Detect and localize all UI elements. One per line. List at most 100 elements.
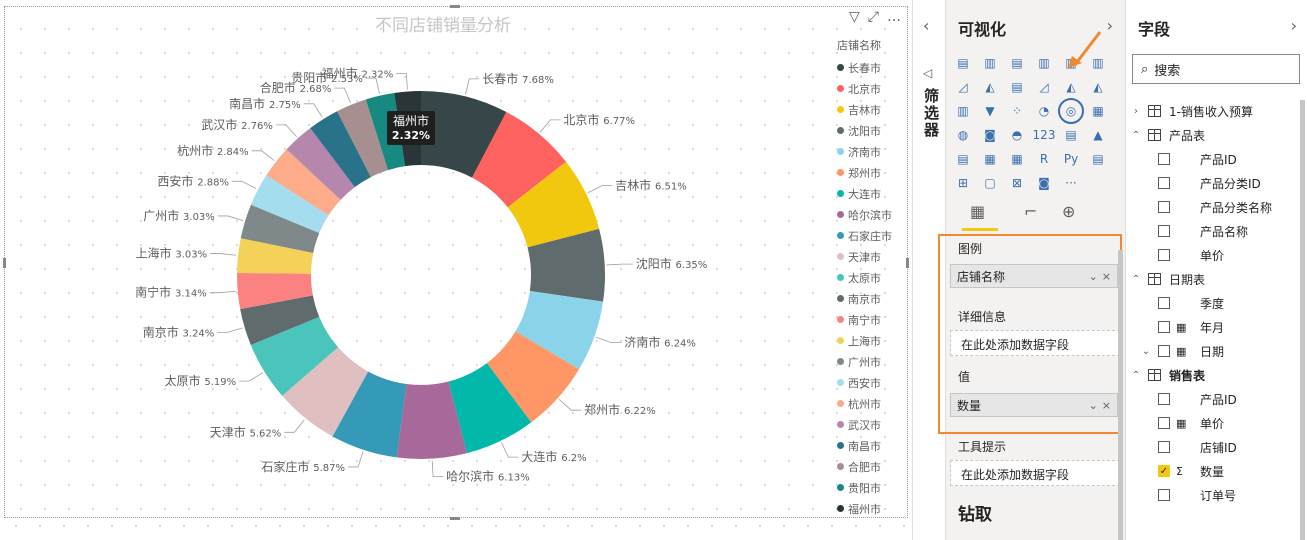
field-checkbox[interactable]	[1158, 153, 1170, 165]
expand-toggle-icon[interactable]: ⌃	[1131, 369, 1141, 381]
visual-type-icon[interactable]: ◭	[1066, 80, 1076, 94]
resize-handle-right[interactable]	[906, 258, 909, 268]
legend-item[interactable]: 贵阳市	[837, 477, 913, 498]
visual-type-icon[interactable]: ▤	[957, 56, 969, 70]
resize-handle-left[interactable]	[3, 258, 6, 268]
field-item[interactable]: ✓ Σ 数量	[1158, 460, 1224, 482]
legend-item[interactable]: 西安市	[837, 372, 913, 393]
remove-field-icon[interactable]: ×	[1101, 269, 1111, 283]
visual-type-icon[interactable]: ◍	[957, 128, 969, 142]
donut-slice-吉林市[interactable]	[507, 161, 600, 248]
legend-item[interactable]: 杭州市	[837, 393, 913, 414]
field-checkbox[interactable]	[1158, 441, 1170, 453]
field-item[interactable]: 单价	[1158, 244, 1224, 266]
donut-slice-南京市[interactable]	[240, 295, 320, 345]
field-table[interactable]: ⌃ 产品表	[1130, 124, 1205, 146]
visual-type-icon[interactable]: ▤	[1011, 56, 1023, 70]
visual-type-icon[interactable]: ▢	[984, 176, 996, 190]
viz-scrollbar[interactable]	[1118, 250, 1123, 540]
field-checkbox[interactable]	[1158, 417, 1170, 429]
legend-item[interactable]: 武汉市	[837, 414, 913, 435]
visual-type-icon[interactable]: R	[1039, 152, 1049, 166]
analytics-tab-icon[interactable]: ⊕	[1062, 202, 1076, 221]
donut-slice-西安市[interactable]	[250, 175, 329, 233]
visual-type-icon[interactable]: ▦	[1092, 104, 1104, 118]
focus-mode-icon[interactable]: ⤢	[867, 9, 879, 25]
report-canvas[interactable]: ▽ ⤢ … 不同店铺销量分析 长春市 7.68% 北京市 6.77% 吉林市 6.5…	[0, 0, 912, 540]
visual-type-icon[interactable]: ▤	[1011, 80, 1023, 94]
legend-item[interactable]: 吉林市	[837, 99, 913, 120]
field-item[interactable]: 产品分类ID	[1158, 172, 1261, 194]
visual-type-icon[interactable]: ⊠	[1011, 176, 1023, 190]
field-item[interactable]: 产品名称	[1158, 220, 1248, 242]
legend-item[interactable]: 上海市	[837, 330, 913, 351]
filter-pane-icon[interactable]: ◁	[923, 66, 933, 80]
donut-slice-沈阳市[interactable]	[527, 228, 605, 302]
donut-slice-大连市[interactable]	[448, 363, 532, 454]
visual-type-icon[interactable]: ◿	[958, 80, 968, 94]
donut-slice-武汉市[interactable]	[286, 128, 355, 200]
more-options-icon[interactable]: …	[887, 9, 901, 25]
donut-slice-上海市[interactable]	[237, 238, 314, 274]
visual-type-icon[interactable]: ⁘	[1011, 104, 1023, 118]
field-item[interactable]: 产品ID	[1158, 148, 1237, 170]
legend-item[interactable]: 太原市	[837, 267, 913, 288]
legend-item[interactable]: 郑州市	[837, 162, 913, 183]
field-checkbox[interactable]	[1158, 177, 1170, 189]
field-checkbox[interactable]	[1158, 249, 1170, 261]
field-item[interactable]: ▦ 单价	[1158, 412, 1224, 434]
legend-item[interactable]: 大连市	[837, 183, 913, 204]
legend-item[interactable]: 北京市	[837, 78, 913, 99]
legend-item[interactable]: 福州市	[837, 498, 913, 519]
format-tab-icon[interactable]: ⌐	[1024, 202, 1038, 221]
visual-type-icon[interactable]: ▥	[957, 104, 969, 118]
values-field-pill[interactable]: 数量 ⌄ ×	[950, 393, 1118, 417]
field-item[interactable]: 产品ID	[1158, 388, 1237, 410]
field-checkbox[interactable]	[1158, 345, 1170, 357]
visual-type-icon[interactable]: ◓	[1011, 128, 1023, 142]
resize-handle-top[interactable]	[450, 5, 460, 8]
legend-item[interactable]: 广州市	[837, 351, 913, 372]
visual-type-icon[interactable]: 123	[1032, 128, 1056, 142]
chevron-down-icon[interactable]: ⌄	[1088, 269, 1098, 283]
field-checkbox[interactable]	[1158, 201, 1170, 213]
legend-item[interactable]: 南京市	[837, 288, 913, 309]
field-table[interactable]: › 1-销售收入预算	[1130, 100, 1253, 122]
donut-slice-石家庄市[interactable]	[332, 371, 407, 458]
field-checkbox[interactable]	[1158, 393, 1170, 405]
legend-item[interactable]: 南宁市	[837, 309, 913, 330]
donut-slice-北京市[interactable]	[472, 112, 567, 208]
filters-label[interactable]: 筛选器	[922, 88, 940, 139]
visual-type-icon[interactable]: ◭	[985, 80, 995, 94]
donut-slice-广州市[interactable]	[240, 204, 320, 253]
fields-tab-icon[interactable]: ▦	[970, 202, 986, 221]
legend-item[interactable]: 济南市	[837, 141, 913, 162]
donut-slice-天津市[interactable]	[282, 347, 369, 437]
visual-type-icon[interactable]: ◙	[1038, 176, 1050, 190]
legend-item[interactable]: 天津市	[837, 246, 913, 267]
visual-type-icon[interactable]: ▥	[984, 56, 996, 70]
field-checkbox[interactable]	[1158, 321, 1170, 333]
field-item[interactable]: 产品分类名称	[1158, 196, 1272, 218]
legend-item[interactable]: 南昌市	[837, 435, 913, 456]
remove-field-icon[interactable]: ×	[1101, 398, 1111, 412]
resize-handle-bottom[interactable]	[450, 517, 460, 520]
fields-search-input[interactable]: ⌕ 搜索	[1132, 54, 1300, 84]
fields-scrollbar[interactable]	[1300, 100, 1305, 540]
visual-type-icon[interactable]: ◿	[1039, 80, 1049, 94]
field-checkbox[interactable]	[1158, 297, 1170, 309]
field-item[interactable]: 店铺ID	[1158, 436, 1237, 458]
visual-type-icon[interactable]: ◔	[1038, 104, 1050, 118]
visual-type-icon[interactable]: ▥	[1092, 56, 1104, 70]
field-item[interactable]: 季度	[1158, 292, 1224, 314]
visual-type-icon[interactable]: ⊞	[957, 176, 969, 190]
expand-toggle-icon[interactable]: ›	[1134, 105, 1138, 117]
donut-slice-合肥市[interactable]	[337, 99, 388, 178]
visual-type-icon[interactable]: ▦	[1011, 152, 1023, 166]
donut-chart-visual-icon[interactable]: ◎	[1058, 98, 1084, 124]
details-drop-zone[interactable]: 在此处添加数据字段	[950, 330, 1120, 356]
donut-slice-太原市[interactable]	[250, 316, 339, 396]
chevron-down-icon[interactable]: ⌄	[1088, 398, 1098, 412]
visual-type-icon[interactable]: ◙	[984, 128, 996, 142]
visual-type-icon[interactable]: ▲	[1093, 128, 1103, 142]
